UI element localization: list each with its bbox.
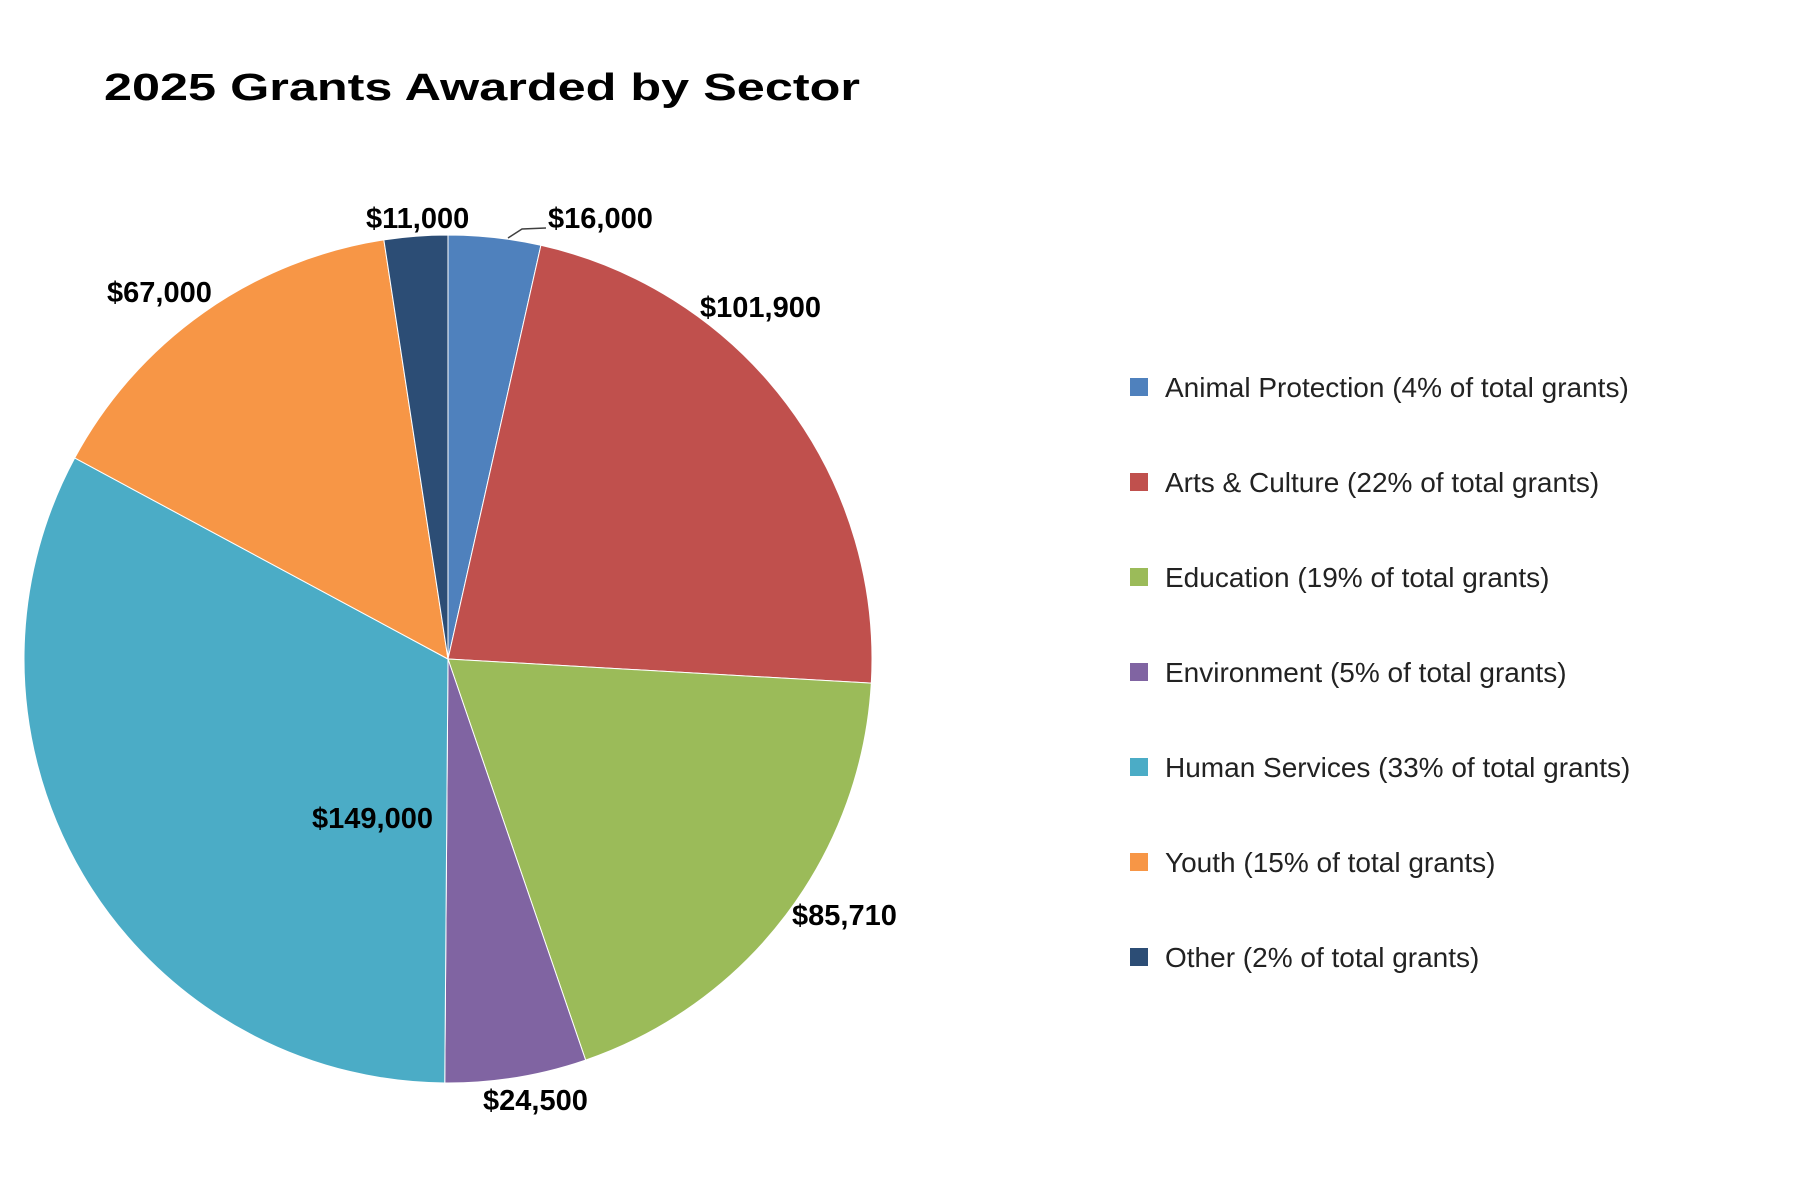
pie-slice-youth [74, 239, 449, 660]
legend: Animal Protection (4% of total grants) Ar… [1130, 372, 1630, 973]
leader-lines [507, 227, 547, 239]
legend-item-arts-and-culture: Arts & Culture (22% of total grants) [1130, 467, 1599, 498]
legend-label-arts-and-culture: Arts & Culture (22% of total grants) [1165, 467, 1599, 498]
leader-line-animal-protection [507, 227, 547, 239]
legend-swatch-other [1130, 948, 1148, 966]
legend-swatch-youth [1130, 853, 1148, 871]
data-label-education: $85,710 [792, 900, 897, 932]
legend-label-other: Other (2% of total grants) [1165, 942, 1479, 973]
data-label-arts-and-culture: $101,900 [700, 292, 821, 324]
pie-slice-environment [444, 658, 587, 1084]
chart-title: 2025 Grants Awarded by Sector [104, 67, 860, 109]
data-label-youth: $67,000 [107, 277, 212, 309]
data-labels: $16,000 $101,900 $85,710 $24,500 $149,000 $67… [107, 203, 897, 1117]
pie-slice-human-services [23, 457, 449, 1084]
pie-slice-other [383, 234, 449, 660]
legend-item-education: Education (19% of total grants) [1130, 562, 1549, 593]
data-label-animal-protection: $16,000 [548, 203, 653, 235]
pie-slice-arts-and-culture [447, 244, 873, 684]
legend-item-human-services: Human Services (33% of total grants) [1130, 752, 1630, 783]
legend-swatch-environment [1130, 663, 1148, 681]
legend-swatch-animal-protection [1130, 378, 1148, 396]
data-label-other: $11,000 [366, 203, 469, 235]
legend-label-education: Education (19% of total grants) [1165, 562, 1549, 593]
legend-swatch-human-services [1130, 758, 1148, 776]
data-label-environment: $24,500 [483, 1085, 588, 1117]
legend-label-animal-protection: Animal Protection (4% of total grants) [1165, 372, 1629, 403]
pie-slices [23, 234, 873, 1084]
legend-swatch-education [1130, 568, 1148, 586]
legend-item-environment: Environment (5% of total grants) [1130, 657, 1567, 688]
legend-item-youth: Youth (15% of total grants) [1130, 847, 1496, 878]
data-label-human-services: $149,000 [312, 803, 433, 835]
legend-label-environment: Environment (5% of total grants) [1165, 657, 1567, 688]
legend-label-human-services: Human Services (33% of total grants) [1165, 752, 1630, 783]
legend-item-animal-protection: Animal Protection (4% of total grants) [1130, 372, 1629, 403]
legend-label-youth: Youth (15% of total grants) [1165, 847, 1496, 878]
legend-item-other: Other (2% of total grants) [1130, 942, 1479, 973]
legend-swatch-arts-and-culture [1130, 473, 1148, 491]
pie-slice-education [447, 658, 872, 1061]
